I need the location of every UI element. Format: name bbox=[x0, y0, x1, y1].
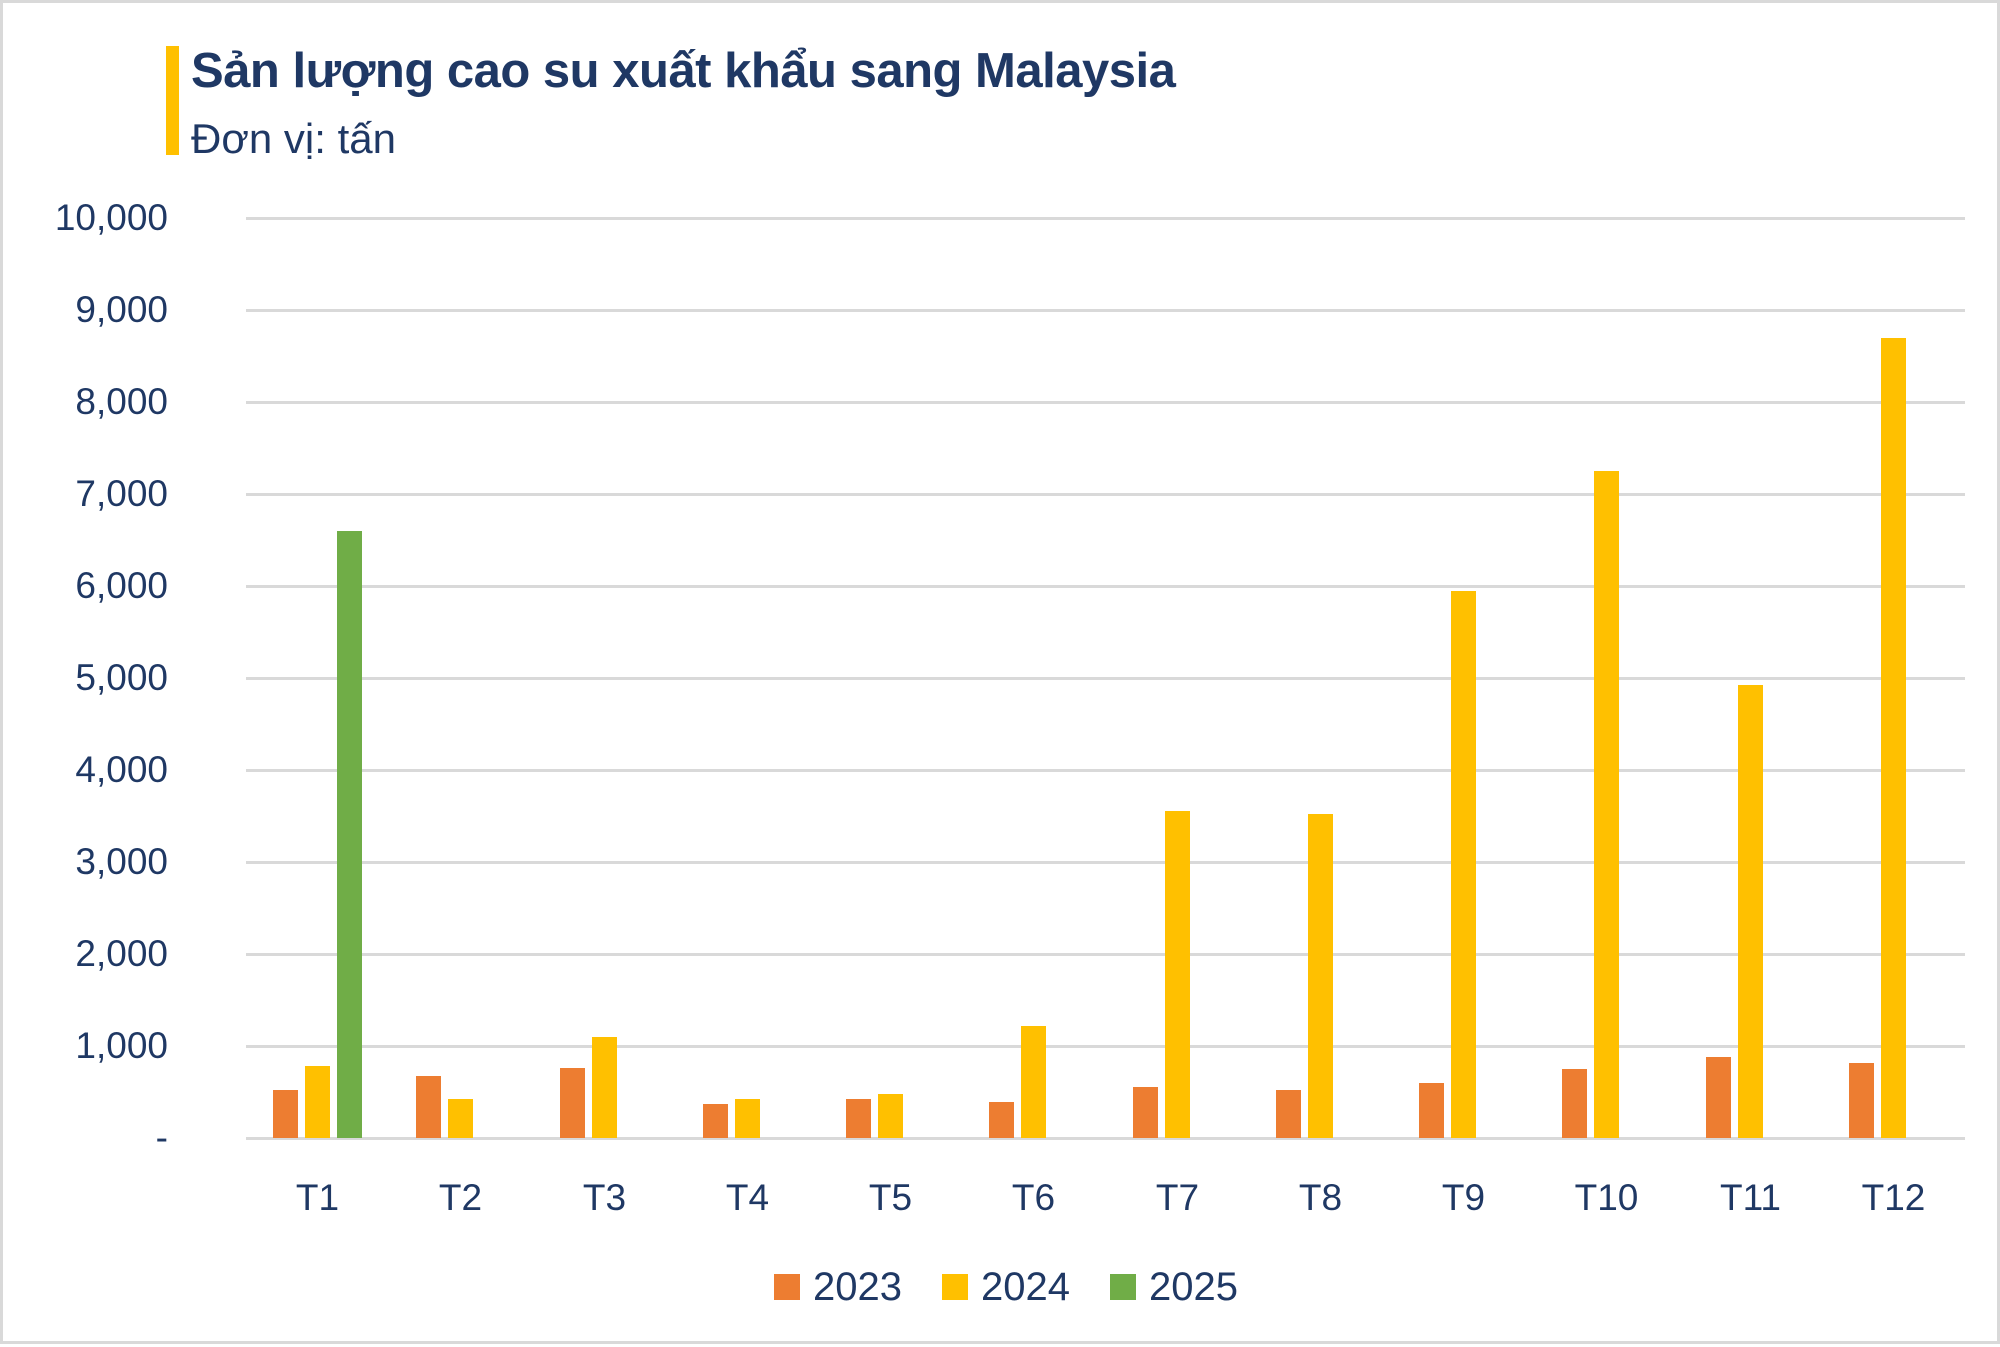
x-axis-tick-label: T2 bbox=[438, 1177, 483, 1218]
bar-2024-t7 bbox=[1165, 811, 1190, 1138]
y-axis-tick-label: 3,000 bbox=[75, 841, 168, 882]
bar-2024-t5 bbox=[878, 1094, 903, 1138]
gridline bbox=[246, 861, 1965, 864]
x-axis-tick-label: T9 bbox=[1441, 1177, 1486, 1218]
bar-2024-t11 bbox=[1738, 685, 1763, 1138]
gridline bbox=[246, 677, 1965, 680]
legend-item-2025: 2025 bbox=[1109, 1265, 1238, 1309]
bar-2024-t9 bbox=[1451, 591, 1476, 1138]
gridline bbox=[246, 953, 1965, 956]
legend-item-2024: 2024 bbox=[941, 1265, 1070, 1309]
y-axis-tick-label: 8,000 bbox=[75, 381, 168, 422]
gridline bbox=[246, 1045, 1965, 1048]
y-axis-tick-label: 6,000 bbox=[75, 565, 168, 606]
bar-2024-t1 bbox=[305, 1066, 330, 1138]
y-axis-tick-label: - bbox=[155, 1117, 168, 1158]
plot-area: - 1,000 2,000 3,000 4,000 5,000 6,000 7,000 8,00… bbox=[3, 3, 2000, 1347]
bar-2024-t12 bbox=[1881, 338, 1906, 1138]
bar-2023-t2 bbox=[416, 1076, 441, 1138]
y-axis-tick-label: 5,000 bbox=[75, 657, 168, 698]
x-axis-tick-label: T1 bbox=[295, 1177, 340, 1218]
y-axis-tick-label: 7,000 bbox=[75, 473, 168, 514]
legend-swatch-icon bbox=[774, 1274, 800, 1300]
bar-2024-t6 bbox=[1021, 1026, 1046, 1138]
x-axis-tick-label: T3 bbox=[582, 1177, 627, 1218]
bar-2023-t11 bbox=[1706, 1057, 1731, 1138]
bar-2023-t6 bbox=[989, 1102, 1014, 1138]
bar-2025-t1 bbox=[337, 531, 362, 1138]
bar-2024-t3 bbox=[592, 1037, 617, 1138]
x-axis-tick-label: T6 bbox=[1011, 1177, 1056, 1218]
gridline bbox=[246, 401, 1965, 404]
y-axis-tick-label: 2,000 bbox=[75, 933, 168, 974]
x-axis-tick-label: T11 bbox=[1719, 1177, 1781, 1218]
bar-2024-t4 bbox=[735, 1099, 760, 1138]
x-axis-tick-label: T10 bbox=[1574, 1177, 1639, 1218]
bar-2023-t4 bbox=[703, 1104, 728, 1138]
gridline bbox=[246, 1137, 1965, 1140]
y-axis-tick-label: 10,000 bbox=[54, 197, 168, 238]
legend-label: 2024 bbox=[980, 1265, 1070, 1309]
y-axis-tick-label: 1,000 bbox=[75, 1025, 168, 1066]
gridline bbox=[246, 309, 1965, 312]
bar-2023-t3 bbox=[560, 1068, 585, 1138]
bar-2024-t2 bbox=[448, 1099, 473, 1138]
bar-2024-t8 bbox=[1308, 814, 1333, 1138]
x-axis-tick-label: T4 bbox=[725, 1177, 770, 1218]
x-axis-tick-label: T7 bbox=[1155, 1177, 1200, 1218]
bar-2023-t8 bbox=[1276, 1090, 1301, 1138]
y-axis-tick-label: 9,000 bbox=[75, 289, 168, 330]
chart-subtitle: Đơn vị: tấn bbox=[191, 115, 396, 162]
bar-2023-t9 bbox=[1419, 1083, 1444, 1138]
chart-legend: 2023 2024 2025 bbox=[774, 1265, 1238, 1309]
bar-2023-t10 bbox=[1562, 1069, 1587, 1138]
gridline bbox=[246, 217, 1965, 220]
gridline bbox=[246, 493, 1965, 496]
bar-2023-t12 bbox=[1849, 1063, 1874, 1138]
bar-2024-t10 bbox=[1594, 471, 1619, 1138]
gridline bbox=[246, 769, 1965, 772]
legend-label: 2025 bbox=[1148, 1265, 1238, 1309]
legend-label: 2023 bbox=[813, 1265, 902, 1309]
y-axis-tick-label: 4,000 bbox=[75, 749, 168, 790]
legend-swatch-icon bbox=[941, 1274, 968, 1300]
x-axis-tick-label: T5 bbox=[868, 1177, 913, 1218]
bar-2023-t7 bbox=[1133, 1087, 1158, 1138]
chart-title: Sản lượng cao su xuất khẩu sang Malaysia bbox=[191, 44, 1176, 98]
bar-2023-t1 bbox=[273, 1090, 298, 1138]
bar-2023-t5 bbox=[846, 1099, 871, 1138]
title-accent-bar bbox=[166, 46, 179, 155]
gridline bbox=[246, 585, 1965, 588]
x-axis-tick-label: T12 bbox=[1861, 1177, 1926, 1218]
legend-swatch-icon bbox=[1109, 1274, 1136, 1300]
legend-item-2023: 2023 bbox=[774, 1265, 902, 1309]
x-axis-tick-label: T8 bbox=[1298, 1177, 1343, 1218]
